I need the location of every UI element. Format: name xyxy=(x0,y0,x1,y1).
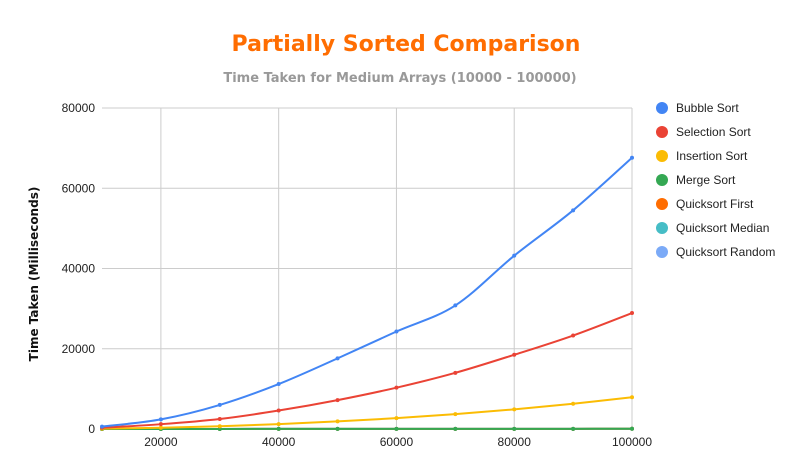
data-point xyxy=(512,352,517,357)
legend-item: Selection Sort xyxy=(656,125,751,139)
legend-swatch xyxy=(656,102,668,114)
y-tick-label: 80000 xyxy=(62,101,96,115)
data-point xyxy=(217,424,222,429)
legend-item: Insertion Sort xyxy=(656,149,748,163)
x-tick-label: 60000 xyxy=(380,435,414,449)
y-axis-label: Time Taken (Milliseconds) xyxy=(27,187,41,362)
legend-label: Quicksort Median xyxy=(676,221,769,235)
series-line xyxy=(101,312,633,429)
x-tick-label: 100000 xyxy=(612,435,652,449)
data-point xyxy=(276,382,281,387)
y-tick-labels: 0 20000 40000 60000 80000 xyxy=(62,101,96,436)
data-point xyxy=(335,419,340,424)
y-tick-label: 0 xyxy=(88,422,95,436)
series-bubble-sort xyxy=(100,155,634,429)
data-point xyxy=(512,426,517,431)
legend-label: Quicksort Random xyxy=(676,245,775,259)
legend-label: Quicksort First xyxy=(676,197,754,211)
data-point xyxy=(217,402,222,407)
data-point xyxy=(630,155,634,160)
legend-swatch xyxy=(656,246,668,258)
data-point xyxy=(571,401,576,406)
data-point xyxy=(276,422,281,427)
series-insertion-sort xyxy=(100,395,634,431)
data-point xyxy=(394,385,399,390)
data-point xyxy=(571,426,576,431)
data-point xyxy=(453,412,458,417)
data-point xyxy=(100,424,104,429)
y-tick-label: 40000 xyxy=(62,262,96,276)
data-point xyxy=(217,416,222,421)
legend-item: Quicksort Median xyxy=(656,221,769,235)
data-point xyxy=(276,426,281,431)
x-tick-label: 80000 xyxy=(498,435,532,449)
series-selection-sort xyxy=(100,311,634,430)
series-line xyxy=(101,396,633,430)
data-point xyxy=(276,408,281,413)
legend-item: Quicksort First xyxy=(656,197,754,211)
data-point xyxy=(394,329,399,334)
data-point xyxy=(630,395,634,400)
data-point xyxy=(335,356,340,361)
legend: Bubble Sort Selection Sort Insertion Sort M… xyxy=(656,101,775,259)
plot-series xyxy=(100,155,634,431)
legend-label: Selection Sort xyxy=(676,125,751,139)
data-point xyxy=(335,426,340,431)
data-point xyxy=(453,426,458,431)
data-point xyxy=(158,422,163,427)
data-point xyxy=(512,253,517,258)
data-point xyxy=(571,208,576,213)
data-point xyxy=(630,426,634,431)
legend-label: Bubble Sort xyxy=(676,101,739,115)
y-tick-label: 20000 xyxy=(62,342,96,356)
data-point xyxy=(453,303,458,308)
legend-label: Insertion Sort xyxy=(676,149,748,163)
data-point xyxy=(158,417,163,422)
data-point xyxy=(394,426,399,431)
data-point xyxy=(394,416,399,421)
data-point xyxy=(158,425,163,430)
legend-item: Quicksort Random xyxy=(656,245,775,259)
data-point xyxy=(571,333,576,338)
data-point xyxy=(630,311,634,316)
data-point xyxy=(512,407,517,412)
legend-label: Merge Sort xyxy=(676,173,736,187)
legend-swatch xyxy=(656,174,668,186)
legend-item: Merge Sort xyxy=(656,173,736,187)
grid xyxy=(102,107,633,430)
chart-title: Partially Sorted Comparison xyxy=(232,32,581,57)
legend-swatch xyxy=(656,150,668,162)
legend-swatch xyxy=(656,198,668,210)
series-line xyxy=(101,157,633,428)
x-tick-label: 40000 xyxy=(262,435,296,449)
x-tick-label: 20000 xyxy=(144,435,178,449)
y-tick-label: 60000 xyxy=(62,181,96,195)
legend-item: Bubble Sort xyxy=(656,101,739,115)
data-point xyxy=(217,426,222,431)
legend-swatch xyxy=(656,126,668,138)
legend-swatch xyxy=(656,222,668,234)
data-point xyxy=(335,398,340,403)
chart-subtitle: Time Taken for Medium Arrays (10000 - 10… xyxy=(223,71,576,86)
x-tick-labels: 20000 40000 60000 80000 100000 xyxy=(144,435,652,449)
data-point xyxy=(453,370,458,375)
